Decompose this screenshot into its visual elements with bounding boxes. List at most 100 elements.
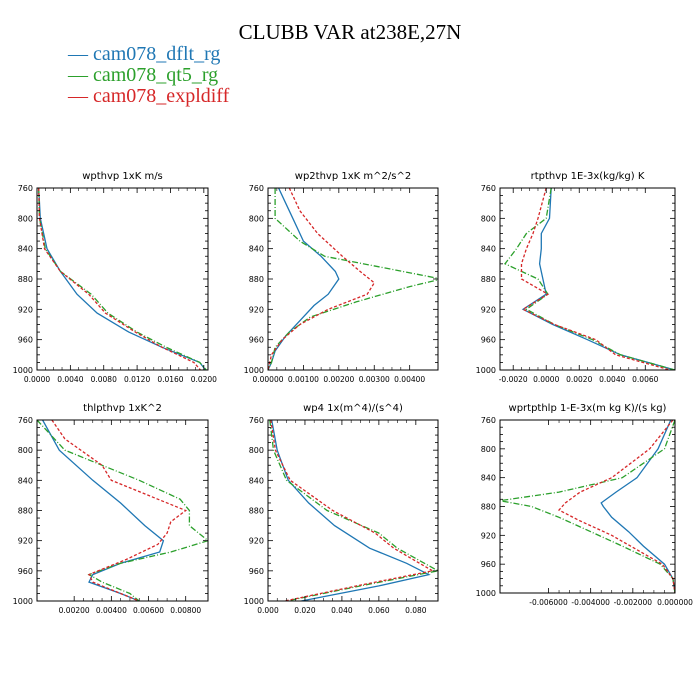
series-line-dflt <box>521 188 675 370</box>
x-tick-label: 0.00200 <box>323 375 354 384</box>
chart-title: rtpthvp 1E-3x(kg/kg) K <box>531 171 645 182</box>
series-line-expldiff <box>38 188 201 370</box>
chart-panel-1: wpthvp 1xK m/s 760 800 840 880 920 960 1000 0.00… <box>13 171 218 384</box>
series-line-dflt <box>268 188 340 370</box>
series-line-expldiff <box>51 420 188 601</box>
y-tick-label: 800 <box>18 214 33 223</box>
y-tick-label: 880 <box>18 507 33 516</box>
y-tick-label: 920 <box>18 537 33 546</box>
series-line-dflt <box>600 420 675 593</box>
legend-label-dflt: cam078_dflt_rg <box>93 43 221 65</box>
plot-frame <box>499 419 676 594</box>
chart-title: wpthvp 1xK m/s <box>82 171 163 182</box>
y-tick-label: 840 <box>249 476 264 485</box>
y-tick-label: 840 <box>481 245 496 254</box>
x-tick-label: 0.000000 <box>657 598 693 607</box>
y-tick-label: 1000 <box>476 589 496 598</box>
x-tick-label: 0.0160 <box>157 375 183 384</box>
legend-label-expldiff: cam078_expldiff <box>93 85 230 107</box>
y-tick-label: 880 <box>481 503 496 512</box>
y-tick-label: 760 <box>481 184 496 193</box>
plot-frame <box>267 419 439 602</box>
chart-panel-2: wp2thvp 1xK m^2/s^2 760 800 840 880 920 960 100… <box>244 171 439 384</box>
y-tick-label: 760 <box>18 184 33 193</box>
plot-frame <box>499 187 676 371</box>
y-tick-label: 920 <box>249 305 264 314</box>
y-tick-label: 960 <box>18 336 33 345</box>
legend: — cam078_dflt_rg — cam078_qt5_rg — cam07… <box>68 44 229 107</box>
x-tick-label: -0.004000 <box>571 598 610 607</box>
x-tick-label: 0.0020 <box>566 375 592 384</box>
y-tick-label: 760 <box>249 184 264 193</box>
series-line-dflt <box>42 420 165 601</box>
y-tick-label: 1000 <box>13 597 33 606</box>
chart-panel-3: rtpthvp 1E-3x(kg/kg) K 760 800 840 880 920 960… <box>476 171 676 384</box>
x-tick-label: -0.006000 <box>529 598 568 607</box>
x-tick-label: 0.0080 <box>91 375 117 384</box>
x-tick-label: -0.0020 <box>499 375 528 384</box>
y-tick-label: 800 <box>18 446 33 455</box>
chart-panel-6: wprtpthlp 1-E-3x(m kg K)/(s kg) 760 800 840… <box>476 403 693 607</box>
chart-title: wprtpthlp 1-E-3x(m kg K)/(s kg) <box>509 403 667 414</box>
x-tick-label: 0.0200 <box>191 375 217 384</box>
figure-title: CLUBB VAR at238E,27N <box>238 20 462 44</box>
series-line-dflt <box>38 188 207 370</box>
x-tick-label: 0.00600 <box>133 606 164 615</box>
y-tick-label: 840 <box>481 474 496 483</box>
y-tick-label: 840 <box>249 245 264 254</box>
y-tick-label: 960 <box>249 567 264 576</box>
legend-line-qt5: — <box>68 64 88 86</box>
x-tick-label: 0.00400 <box>394 375 425 384</box>
chart-title: wp2thvp 1xK m^2/s^2 <box>295 171 411 182</box>
y-tick-label: 1000 <box>13 366 33 375</box>
y-tick-label: 1000 <box>244 366 264 375</box>
x-tick-label: 0.020 <box>294 606 316 615</box>
x-tick-label: 0.0040 <box>599 375 625 384</box>
series-line-dflt <box>271 420 431 601</box>
series-line-qt5 <box>500 420 675 593</box>
legend-item-dflt: — cam078_dflt_rg <box>68 44 229 65</box>
y-tick-label: 880 <box>18 275 33 284</box>
y-tick-label: 840 <box>18 476 33 485</box>
x-tick-label: -0.002000 <box>614 598 653 607</box>
series-line-expldiff <box>557 420 675 593</box>
x-tick-label: 0.080 <box>405 606 427 615</box>
y-tick-label: 760 <box>249 416 264 425</box>
legend-item-expldiff: — cam078_expldiff <box>68 86 229 107</box>
y-tick-label: 840 <box>18 245 33 254</box>
x-tick-label: 0.00400 <box>96 606 127 615</box>
series-line-expldiff <box>268 188 376 370</box>
y-tick-label: 1000 <box>244 597 264 606</box>
y-tick-label: 800 <box>481 445 496 454</box>
series-line-expldiff <box>520 188 671 370</box>
y-tick-label: 880 <box>249 507 264 516</box>
y-tick-label: 960 <box>249 336 264 345</box>
x-tick-label: 0.0000 <box>533 375 559 384</box>
series-line-qt5 <box>503 188 675 370</box>
plot-frame <box>36 187 209 371</box>
legend-line-expldiff: — <box>68 85 88 107</box>
series-line-qt5 <box>38 188 207 370</box>
legend-item-qt5: — cam078_qt5_rg <box>68 65 229 86</box>
x-tick-label: 0.0120 <box>124 375 150 384</box>
y-tick-label: 800 <box>249 214 264 223</box>
y-tick-label: 880 <box>481 275 496 284</box>
y-tick-label: 800 <box>481 214 496 223</box>
x-tick-label: 0.00800 <box>170 606 201 615</box>
x-tick-label: 0.000 <box>257 606 279 615</box>
x-tick-label: 0.00300 <box>359 375 390 384</box>
y-tick-label: 960 <box>481 560 496 569</box>
y-tick-label: 880 <box>249 275 264 284</box>
y-tick-label: 1000 <box>476 366 496 375</box>
x-tick-label: 0.0060 <box>632 375 658 384</box>
chart-panel-5: wp4 1x(m^4)/(s^4)76080084088092096010000… <box>244 403 439 615</box>
x-tick-label: 0.060 <box>368 606 390 615</box>
y-tick-label: 960 <box>18 567 33 576</box>
y-tick-label: 920 <box>249 537 264 546</box>
y-tick-label: 920 <box>18 305 33 314</box>
series-line-expldiff <box>270 420 435 601</box>
x-tick-label: 0.00200 <box>59 606 90 615</box>
y-tick-label: 960 <box>481 336 496 345</box>
series-line-qt5 <box>268 188 438 370</box>
